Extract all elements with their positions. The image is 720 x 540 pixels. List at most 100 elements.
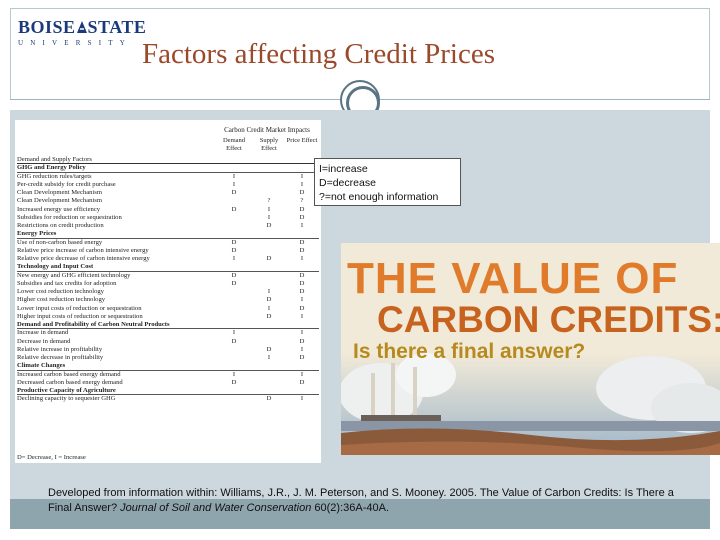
row-label: Relative price increase of carbon intens… — [17, 246, 149, 254]
slide-title: Factors affecting Credit Prices — [142, 38, 495, 70]
row-label: Decrease in demand — [17, 337, 71, 345]
power-plant-landscape-icon — [341, 353, 720, 455]
row-label: Lower input costs of reduction or seques… — [17, 304, 142, 312]
demand-effect-cell: I — [232, 172, 236, 180]
row-label: Clean Development Mechanism — [17, 189, 102, 196]
supply-effect-cell: ? — [267, 197, 271, 205]
citation-volume: 60(2):36A-40A. — [311, 502, 389, 514]
row-label: Higher cost reduction technology — [17, 296, 106, 304]
footer-band — [10, 499, 710, 529]
table-row: Higher cost reduction technology D I — [17, 296, 319, 304]
table-rows: Demand and Supply Factors GHG and Energy… — [17, 156, 319, 404]
impacts-table: Carbon Credit Market Impacts Demand Effe… — [15, 120, 321, 463]
supply-effect-cell: D — [266, 395, 272, 403]
price-effect-cell: D — [299, 213, 305, 221]
table-row: Per-credit subsidy for credit purchase I I — [17, 181, 319, 189]
row-label: Relative price decrease of carbon intens… — [17, 255, 150, 262]
table-row: Relative price increase of carbon intens… — [17, 247, 319, 255]
supply-effect-cell: D — [266, 312, 272, 320]
price-effect-cell: ? — [300, 197, 304, 205]
price-effect-cell: D — [299, 238, 305, 246]
supply-effect-cell: D — [266, 345, 272, 353]
price-effect-cell: I — [300, 222, 304, 229]
table-row: Restrictions on credit production D I — [17, 222, 319, 230]
table-row: Lower cost reduction technology I D — [17, 288, 319, 296]
table-row: Increased carbon based energy demand I I — [17, 371, 319, 379]
demand-effect-cell: D — [231, 238, 237, 246]
citation-text: Developed from information within: Willi… — [48, 487, 674, 514]
table-row: Use of non-carbon based energy D D — [17, 239, 319, 247]
row-label: Technology and Input Cost — [17, 263, 94, 271]
demand-effect-cell: I — [232, 329, 236, 337]
row-label: Climate Changes — [17, 362, 66, 370]
price-effect-cell: D — [299, 337, 305, 345]
table-row: Clean Development Mechanism?? — [17, 197, 319, 205]
price-effect-cell: D — [299, 279, 305, 287]
bronco-icon — [76, 21, 87, 33]
price-effect-cell: I — [300, 329, 304, 337]
table-section-row: GHG and Energy Policy — [17, 164, 319, 173]
row-label: Clean Development Mechanism — [17, 197, 102, 205]
table-row: Decrease in demand D D — [17, 338, 319, 346]
price-effect-cell: I — [300, 296, 304, 304]
price-effect-cell: D — [299, 246, 305, 254]
price-effect-cell: D — [299, 205, 305, 213]
row-label: Productive Capacity of Agriculture — [17, 387, 116, 394]
key-decrease: D=decrease — [319, 177, 376, 189]
table-row: Declining capacity to sequester GHG D I — [17, 395, 319, 403]
price-effect-cell: D — [299, 189, 305, 196]
row-label: Increased energy use efficiency — [17, 205, 101, 213]
demand-effect-cell: I — [232, 255, 236, 262]
price-effect-cell: D — [299, 271, 305, 279]
row-label: Relative increase in profitability — [17, 345, 103, 353]
row-label: Relative decrease in profitability — [17, 354, 104, 361]
supply-effect-cell: D — [266, 222, 272, 229]
supply-effect-cell: I — [267, 213, 271, 221]
supply-effect-cell: I — [267, 205, 271, 213]
table-row: Subsidies for reduction or sequestration… — [17, 214, 319, 222]
table-row: GHG reduction rules/targets I I — [17, 173, 319, 181]
table-section-row: Technology and Input Cost — [17, 263, 319, 272]
price-effect-cell: D — [299, 354, 305, 361]
cover-title-line1: THE VALUE OF — [347, 254, 679, 303]
demand-effect-cell: D — [231, 337, 237, 345]
table-row: Higher input costs of reduction or seque… — [17, 313, 319, 321]
col-header-price: Price Effect — [286, 137, 318, 144]
row-label: Lower cost reduction technology — [17, 288, 104, 295]
price-effect-cell: I — [300, 345, 304, 353]
row-label: Increase in demand — [17, 329, 69, 337]
supply-effect-cell: I — [267, 304, 271, 312]
table-row: New energy and GHG efficient technology D… — [17, 272, 319, 280]
logo-word-university: UNIVERSITY — [18, 39, 132, 47]
supply-effect-cell: I — [267, 288, 271, 295]
row-label: Higher input costs of reduction or seque… — [17, 312, 143, 320]
logo-word-boise: BOISE — [18, 17, 76, 37]
table-section-row: Energy Prices — [17, 230, 319, 239]
key-unknown: ?=not enough information — [319, 191, 439, 203]
demand-effect-cell: D — [231, 189, 237, 196]
table-footnote: D= Decrease, I = Increase — [17, 454, 86, 461]
row-label: Energy Prices — [17, 230, 57, 238]
price-effect-cell: D — [299, 304, 305, 312]
row-label: GHG reduction rules/targets — [17, 172, 92, 180]
table-section-row: Productive Capacity of Agriculture — [17, 387, 319, 396]
demand-effect-cell: D — [231, 279, 237, 287]
supply-effect-cell: D — [266, 255, 272, 262]
table-row: Increase in demand I I — [17, 329, 319, 337]
cover-title-line2: CARBON CREDITS: — [377, 299, 720, 340]
key-increase: I=increase — [319, 163, 368, 175]
table-row: Lower input costs of reduction or seques… — [17, 305, 319, 313]
price-effect-cell: I — [300, 255, 304, 262]
demand-effect-cell: D — [231, 205, 237, 213]
price-effect-cell: I — [300, 312, 304, 320]
legend-key-box: I=increase D=decrease ?=not enough infor… — [314, 158, 461, 206]
article-cover-image: THE VALUE OF CARBON CREDITS: Is there a … — [341, 243, 720, 455]
row-label: Increased carbon based energy demand — [17, 370, 121, 378]
supply-effect-cell: D — [266, 296, 272, 304]
row-label: Subsidies for reduction or sequestration — [17, 213, 122, 221]
demand-effect-cell: D — [231, 246, 237, 254]
table-row: Subsidies and tax credits for adoption D D — [17, 280, 319, 288]
demand-effect-cell: I — [232, 180, 236, 188]
demand-effect-cell: I — [232, 370, 236, 378]
logo-word-state: STATE — [87, 17, 147, 37]
